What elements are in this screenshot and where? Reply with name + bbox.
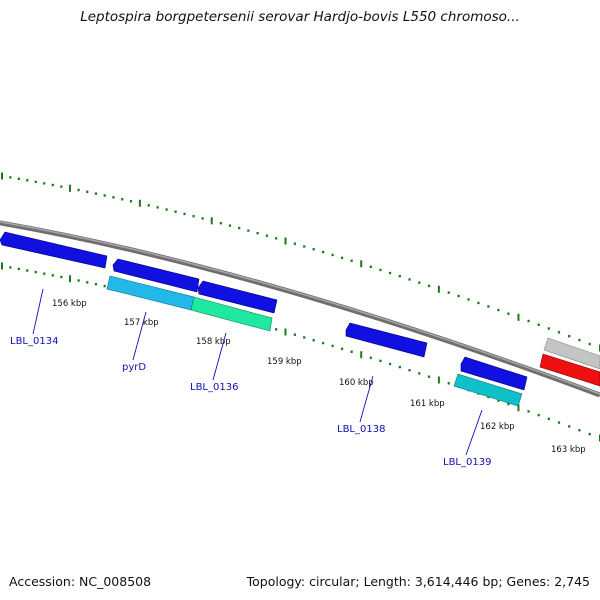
label-connectors <box>32 288 483 456</box>
gene-label-lbl-0138[interactable]: LBL_0138 <box>337 424 385 435</box>
gene-label-lbl-0134[interactable]: LBL_0134 <box>10 336 58 347</box>
accession-text: Accession: NC_008508 <box>9 574 152 589</box>
connector-pyrd <box>132 311 147 361</box>
kbp-label: 160 kbp <box>339 378 374 388</box>
kbp-label: 159 kbp <box>267 357 302 367</box>
gene-lbl-0139[interactable] <box>453 373 523 407</box>
map-title: Leptospira borgpetersenii serovar Hardjo… <box>80 9 520 25</box>
kbp-label: 161 kbp <box>410 399 445 409</box>
kbp-label: 158 kbp <box>196 337 231 347</box>
gene-lbl-0135[interactable] <box>112 258 200 293</box>
gene-lbl-0139-forward[interactable] <box>460 356 528 391</box>
genome-summary-text: Topology: circular; Length: 3,614,446 bp… <box>246 574 590 589</box>
chromosome-backbone <box>0 220 600 398</box>
kbp-label: 156 kbp <box>52 299 87 309</box>
connector-lbl-0134 <box>32 288 44 335</box>
kbp-label: 163 kbp <box>551 445 586 455</box>
gene-lbl-0134[interactable] <box>0 231 108 269</box>
kbp-labels: 156 kbp 157 kbp 158 kbp 159 kbp 160 kbp … <box>52 299 586 455</box>
gene-label-lbl-0136[interactable]: LBL_0136 <box>190 382 238 393</box>
gene-lbl-0137[interactable] <box>345 322 428 358</box>
gene-lbl-0136-rna[interactable] <box>190 296 273 332</box>
gene-labels: LBL_0134 pyrD LBL_0136 LBL_0138 LBL_0139 <box>10 336 491 468</box>
gene-label-pyrd[interactable]: pyrD <box>122 362 146 373</box>
connector-lbl-0136 <box>212 332 227 381</box>
gene-red-feature[interactable] <box>539 353 600 387</box>
kbp-label: 157 kbp <box>124 318 159 328</box>
gene-gray-feature[interactable] <box>543 337 600 370</box>
gene-label-lbl-0139[interactable]: LBL_0139 <box>443 457 491 468</box>
connector-lbl-0138 <box>359 375 374 423</box>
connector-lbl-0139 <box>465 409 483 456</box>
kbp-label: 162 kbp <box>480 422 515 432</box>
gene-lbl-0136[interactable] <box>197 280 278 314</box>
gene-features <box>0 231 600 407</box>
